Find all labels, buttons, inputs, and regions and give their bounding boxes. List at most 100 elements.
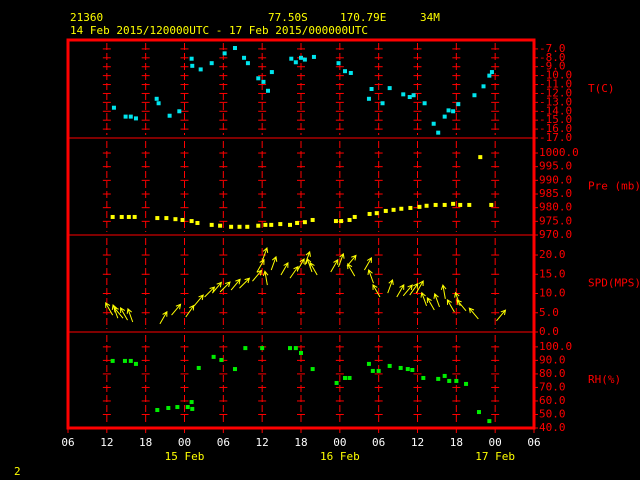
point (339, 219, 344, 224)
page-number: 2 (14, 465, 21, 478)
point (180, 217, 185, 222)
wind-arrow (363, 256, 372, 271)
wind-arrow (120, 307, 128, 321)
point (431, 121, 436, 126)
point (374, 211, 379, 216)
point (481, 84, 486, 89)
point (405, 367, 410, 372)
elevation: 34M (420, 11, 440, 24)
x-tick-label: 12 (411, 436, 424, 449)
y-tick-label: 50.0 (539, 407, 566, 420)
point (387, 86, 392, 91)
point (376, 368, 381, 373)
point (293, 60, 298, 65)
wind-arrow (446, 298, 455, 313)
point (196, 365, 201, 370)
point (133, 116, 138, 121)
y-axis-title: SPD(MPS) (588, 277, 640, 290)
point (310, 367, 315, 372)
wind-arrow (367, 268, 374, 284)
wind-arrow (420, 291, 428, 306)
point (195, 220, 200, 225)
y-tick-label: -8.0 (539, 51, 566, 64)
point (369, 87, 374, 91)
x-tick-label: 18 (139, 436, 152, 449)
y-tick-label: 20.0 (539, 248, 566, 261)
point (156, 101, 161, 106)
point (310, 217, 315, 222)
point (189, 56, 194, 61)
point (380, 101, 385, 106)
wind-arrow (387, 278, 394, 294)
point (456, 102, 461, 107)
wind-arrow (261, 247, 269, 262)
x-tick-label: 00 (489, 436, 502, 449)
point (126, 214, 131, 219)
y-tick-label: 70.0 (539, 380, 566, 393)
point (489, 70, 494, 75)
wind-arrow (402, 284, 413, 297)
wind-arrow (468, 307, 479, 320)
point (489, 202, 494, 207)
wind-arrow (415, 280, 424, 294)
x-tick-label: 12 (256, 436, 269, 449)
wind-arrow (159, 310, 168, 325)
y-tick-label: 80.0 (539, 367, 566, 380)
wind-arrow (309, 262, 318, 276)
wind-arrow (262, 270, 269, 286)
point (110, 358, 115, 363)
x-tick-label: 00 (178, 436, 191, 449)
point (155, 216, 160, 221)
day-label: 17 Feb (475, 450, 515, 463)
point (408, 205, 413, 210)
point (133, 361, 138, 366)
wind-arrow (338, 252, 345, 268)
point (175, 405, 180, 410)
point (177, 109, 182, 114)
y-tick-label: -11.0 (539, 78, 572, 91)
point (128, 358, 133, 363)
point (209, 222, 214, 227)
point (119, 214, 124, 219)
point (383, 208, 388, 213)
y-tick-label: 1000.0 (539, 146, 579, 159)
point (399, 206, 404, 211)
y-tick-label: 995.0 (539, 160, 572, 173)
wind-arrow (171, 303, 182, 316)
point (424, 203, 429, 208)
x-tick-label: 00 (333, 436, 346, 449)
point (155, 408, 160, 413)
point (232, 367, 237, 372)
point (293, 346, 298, 351)
x-tick-label: 06 (372, 436, 385, 449)
point (122, 358, 127, 363)
point (464, 381, 469, 386)
point (166, 405, 171, 410)
point (167, 113, 172, 118)
y-tick-label: 5.0 (539, 306, 559, 319)
wind-arrow (105, 302, 114, 316)
point (289, 56, 294, 61)
point (367, 211, 372, 216)
point (173, 217, 178, 222)
station-id: 21360 (70, 11, 103, 24)
y-tick-label: 40.0 (539, 421, 566, 434)
y-tick-label: -12.0 (539, 86, 572, 99)
point (334, 380, 339, 385)
y-axis-title: Pre (mb) (588, 180, 640, 193)
point (442, 202, 447, 207)
point (189, 400, 194, 405)
point (336, 61, 341, 66)
point (154, 96, 159, 101)
wind-arrow (256, 258, 265, 273)
point (343, 375, 348, 380)
wind-arrow (230, 278, 241, 291)
point (370, 368, 375, 373)
point (132, 214, 137, 219)
point (164, 216, 169, 221)
point (387, 363, 392, 368)
point (232, 46, 237, 51)
point (366, 361, 371, 366)
y-tick-label: 970.0 (539, 228, 572, 241)
